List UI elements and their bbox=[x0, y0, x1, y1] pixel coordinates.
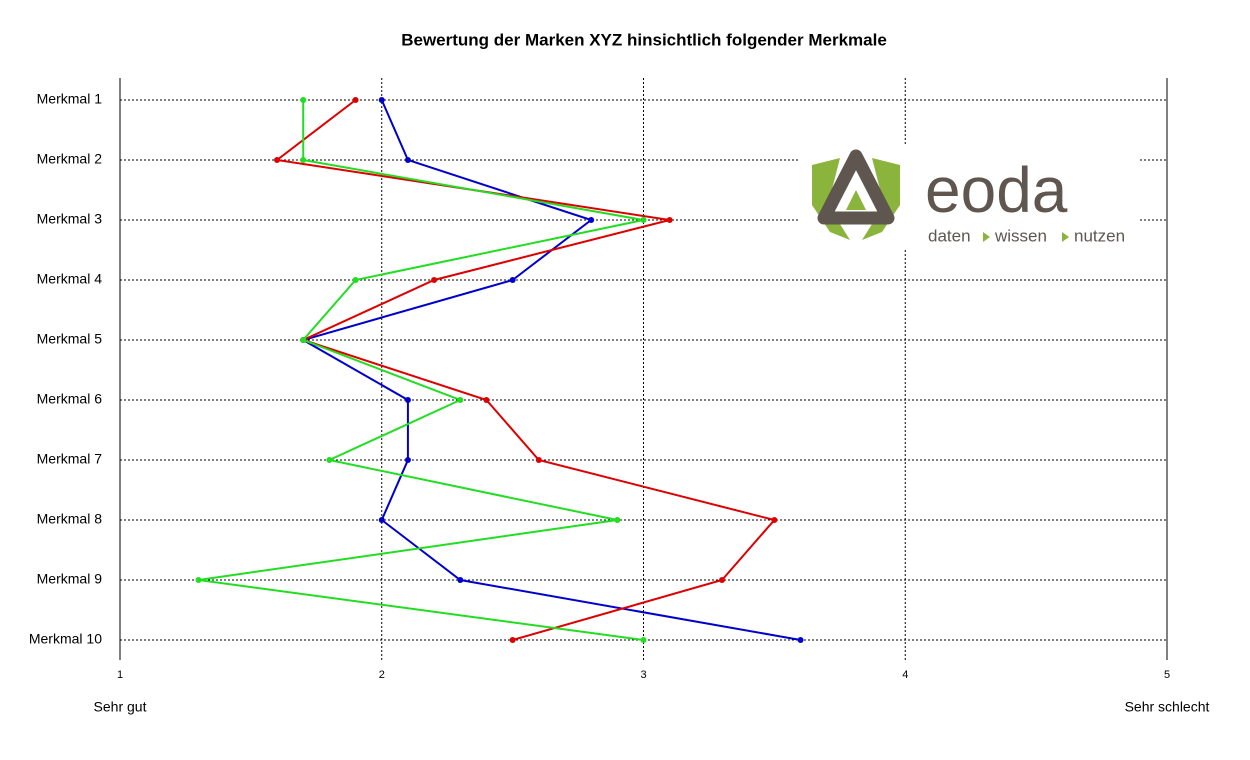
data-point bbox=[431, 277, 438, 283]
x-axis-label-left: Sehr gut bbox=[94, 699, 147, 715]
data-point bbox=[588, 217, 595, 223]
y-tick-label: Merkmal 4 bbox=[37, 271, 103, 287]
data-point bbox=[300, 97, 307, 103]
x-axis-label-right: Sehr schlecht bbox=[1125, 699, 1210, 715]
data-point bbox=[666, 217, 673, 223]
y-tick-label: Merkmal 7 bbox=[37, 451, 103, 467]
logo: eoda daten wissen nutzen bbox=[800, 145, 1140, 250]
logo-tagline: daten bbox=[928, 226, 971, 245]
data-point bbox=[404, 157, 411, 163]
data-point bbox=[640, 637, 647, 643]
data-point bbox=[195, 577, 202, 583]
data-point bbox=[457, 397, 464, 403]
y-tick-label: Merkmal 10 bbox=[29, 631, 102, 647]
chart-title: Bewertung der Marken XYZ hinsichtlich fo… bbox=[401, 30, 887, 49]
data-point bbox=[797, 637, 804, 643]
plot bbox=[195, 97, 804, 643]
data-point bbox=[274, 157, 281, 163]
data-point bbox=[326, 457, 333, 463]
x-tick-label: 2 bbox=[379, 669, 385, 681]
data-point bbox=[614, 517, 621, 523]
y-tick-label: Merkmal 2 bbox=[37, 151, 103, 167]
data-point bbox=[509, 277, 516, 283]
y-tick-label: Merkmal 9 bbox=[37, 571, 103, 587]
data-point bbox=[509, 637, 516, 643]
logo-tagline: wissen bbox=[994, 226, 1047, 245]
data-point bbox=[457, 577, 464, 583]
data-point bbox=[352, 97, 359, 103]
series-line bbox=[300, 99, 801, 641]
data-point bbox=[404, 397, 411, 403]
x-tick-label: 3 bbox=[640, 669, 646, 681]
x-tick-label: 4 bbox=[902, 669, 908, 681]
y-tick-label: Merkmal 3 bbox=[37, 211, 103, 227]
data-point bbox=[404, 457, 411, 463]
series-line bbox=[198, 100, 644, 641]
y-tick-label: Merkmal 1 bbox=[37, 91, 103, 107]
logo-leaf-left bbox=[812, 158, 850, 240]
data-point bbox=[378, 517, 385, 523]
logo-inner bbox=[846, 190, 866, 210]
data-point bbox=[378, 97, 385, 103]
logo-leaf-right bbox=[862, 158, 900, 240]
data-point bbox=[300, 337, 307, 343]
data-point bbox=[352, 277, 359, 283]
x-tick-label: 1 bbox=[117, 669, 123, 681]
logo-tagline: nutzen bbox=[1074, 226, 1125, 245]
data-point bbox=[535, 457, 542, 463]
data-point bbox=[719, 577, 726, 583]
logo-arrow bbox=[983, 232, 990, 242]
logo-triangle bbox=[817, 149, 895, 225]
y-tick-label: Merkmal 6 bbox=[37, 391, 103, 407]
data-point bbox=[483, 397, 490, 403]
logo-text: eoda bbox=[925, 154, 1068, 226]
data-point bbox=[640, 217, 647, 223]
x-tick-label: 5 bbox=[1164, 669, 1170, 681]
y-tick-label: Merkmal 5 bbox=[37, 331, 103, 347]
y-tick-label: Merkmal 8 bbox=[37, 511, 103, 527]
data-point bbox=[771, 517, 778, 523]
logo-arrow bbox=[1062, 232, 1069, 242]
data-point bbox=[300, 157, 307, 163]
